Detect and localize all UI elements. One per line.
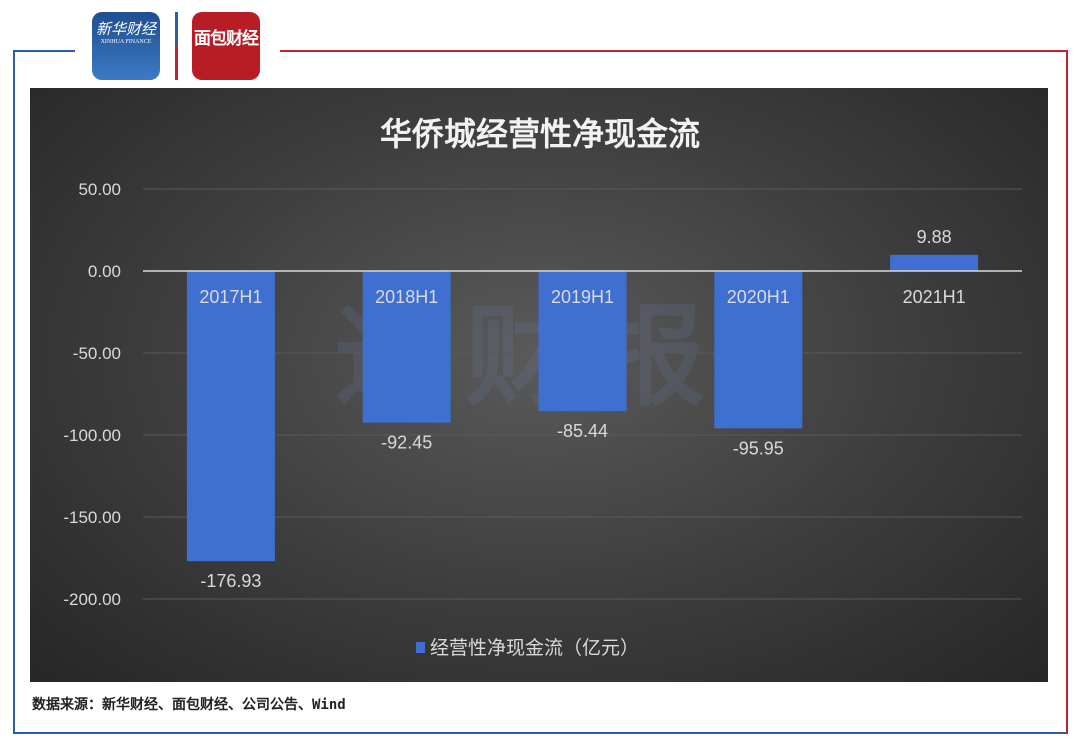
y-tick-label: -100.00 — [63, 426, 121, 445]
xinhua-logo-name: 新华财经 — [95, 20, 156, 38]
value-label: -95.95 — [733, 438, 784, 458]
x-category-label: 2017H1 — [199, 287, 262, 307]
chart-title: 华侨城经营性净现金流 — [380, 115, 700, 153]
frame-right — [1066, 50, 1068, 734]
xinhua-logo-sub: XINHUA FINANCE — [100, 39, 152, 45]
legend-swatch — [416, 642, 425, 653]
y-tick-label: -50.00 — [73, 344, 121, 363]
value-label: -92.45 — [381, 433, 432, 453]
x-category-label: 2018H1 — [375, 287, 438, 307]
frame-bottom — [13, 732, 1068, 734]
frame-left — [13, 50, 15, 734]
bar — [186, 271, 275, 562]
xinhua-finance-logo: 新华财经 XINHUA FINANCE — [92, 12, 160, 80]
bar — [714, 271, 803, 429]
y-tick-label: 0.00 — [88, 262, 121, 281]
x-category-label: 2020H1 — [727, 287, 790, 307]
legend-label: 经营性净现金流（亿元） — [430, 637, 639, 659]
frame-top-left — [13, 50, 75, 52]
value-label: 9.88 — [917, 227, 952, 247]
frame-top-right — [280, 50, 1068, 52]
value-label: -85.44 — [557, 421, 608, 441]
bar — [362, 271, 451, 423]
x-category-label: 2021H1 — [903, 287, 966, 307]
bar — [538, 271, 627, 412]
data-source: 数据来源：新华财经、面包财经、公司公告、Wind — [32, 697, 346, 713]
bar — [890, 254, 979, 271]
logo-divider — [175, 12, 178, 80]
mianbao-finance-logo: 面包财经 — [192, 12, 260, 80]
y-tick-label: -200.00 — [63, 590, 121, 609]
x-category-label: 2019H1 — [551, 287, 614, 307]
y-tick-label: 50.00 — [78, 180, 121, 199]
y-tick-label: -150.00 — [63, 508, 121, 527]
value-label: -176.93 — [200, 571, 261, 591]
mianbao-logo-name: 面包财经 — [194, 29, 259, 49]
